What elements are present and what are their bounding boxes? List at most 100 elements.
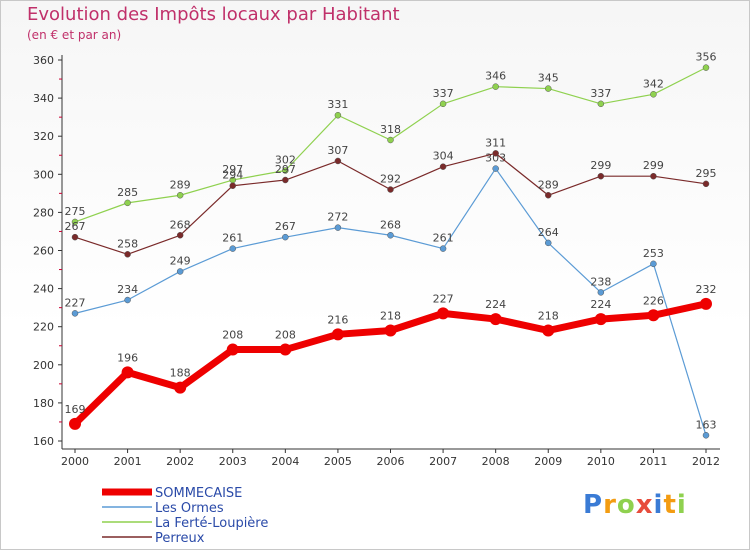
data-label: 238 (590, 275, 611, 288)
data-point (439, 100, 447, 108)
x-tick-label: 2012 (692, 455, 720, 468)
y-tick-label: 180 (33, 397, 54, 410)
data-point (282, 167, 289, 174)
data-label: 268 (380, 218, 401, 231)
logo-letter: i (653, 490, 664, 520)
data-point (492, 83, 499, 90)
data-point (597, 172, 605, 180)
data-point (174, 381, 187, 394)
x-tick-label: 2000 (61, 455, 89, 468)
data-point (279, 343, 292, 356)
data-point (282, 176, 289, 184)
data-point (387, 232, 394, 239)
data-label: 224 (590, 298, 611, 311)
data-point (176, 192, 184, 199)
data-label: 234 (117, 283, 138, 296)
legend-label: Perreux (155, 531, 205, 546)
logo-letter: x (635, 490, 654, 520)
logo-letter: t (663, 490, 677, 520)
data-point (176, 232, 184, 239)
logo-letter: o (616, 490, 636, 520)
data-label: 208 (275, 329, 296, 342)
data-point (124, 199, 131, 207)
x-tick-label: 2011 (639, 455, 667, 468)
x-tick-label: 2007 (429, 455, 457, 468)
data-label: 289 (538, 178, 559, 191)
y-tick-label: 240 (33, 283, 54, 296)
data-point (226, 343, 239, 356)
data-point (334, 111, 342, 119)
x-tick-label: 2005 (324, 455, 352, 468)
data-label: 249 (170, 254, 191, 267)
data-point (71, 310, 79, 317)
data-label: 218 (538, 310, 559, 323)
data-label: 342 (643, 77, 664, 90)
x-tick-label: 2004 (271, 455, 299, 468)
data-point (650, 260, 657, 268)
data-point (542, 324, 555, 337)
data-point (489, 313, 502, 326)
data-label: 337 (433, 87, 454, 100)
legend-label: Les Ormes (155, 501, 224, 516)
data-label: 196 (117, 351, 138, 364)
data-point (331, 328, 344, 341)
data-label: 289 (170, 178, 191, 191)
data-point (492, 150, 499, 157)
data-point (176, 268, 184, 275)
x-tick-label: 2010 (587, 455, 615, 468)
data-label: 299 (590, 159, 611, 172)
series-line (74, 167, 707, 436)
logo-letter: P (583, 490, 604, 520)
data-point (387, 186, 394, 193)
data-point (545, 85, 552, 92)
data-point (545, 239, 552, 247)
x-tick-label: 2002 (166, 455, 194, 468)
data-point (387, 136, 394, 144)
data-label: 227 (65, 296, 86, 309)
y-tick-label: 300 (33, 168, 54, 181)
data-label: 302 (275, 153, 296, 166)
data-label: 188 (170, 367, 191, 380)
data-point (647, 309, 660, 322)
data-point (650, 172, 657, 180)
data-point (384, 324, 397, 337)
data-label: 232 (696, 283, 717, 296)
data-label: 294 (222, 169, 243, 182)
data-label: 337 (590, 87, 611, 100)
data-point (702, 180, 710, 188)
data-label: 268 (170, 218, 191, 231)
data-label: 272 (327, 211, 348, 224)
x-tick-label: 2009 (534, 455, 562, 468)
y-tick-label: 340 (33, 92, 54, 105)
chart-title: Evolution des Impôts locaux par Habitant (27, 4, 400, 25)
y-tick-label: 360 (33, 54, 54, 67)
logo-letter: i (676, 490, 687, 520)
y-tick-label: 160 (33, 435, 54, 448)
data-point (439, 245, 447, 252)
y-tick-label: 320 (33, 130, 54, 143)
data-label: 169 (65, 403, 86, 416)
data-label: 331 (327, 98, 348, 111)
x-tick-label: 2008 (482, 455, 510, 468)
data-label: 226 (643, 294, 664, 307)
data-label: 285 (117, 186, 138, 199)
data-label: 267 (65, 220, 86, 233)
chart-subtitle: (en € et par an) (27, 28, 122, 42)
data-label: 345 (538, 72, 559, 85)
data-label: 346 (485, 70, 506, 83)
data-label: 227 (433, 292, 454, 305)
data-point (594, 313, 607, 326)
data-point (282, 233, 289, 241)
data-label: 218 (380, 310, 401, 323)
y-tick-label: 200 (33, 359, 54, 372)
data-point (492, 165, 499, 172)
data-point (439, 163, 447, 170)
x-tick-label: 2003 (219, 455, 247, 468)
data-point (71, 233, 79, 241)
series-line (74, 67, 707, 223)
data-point (334, 224, 342, 231)
proxiti-logo: Proxiti (583, 490, 687, 520)
data-label: 297 (275, 163, 296, 176)
data-label: 275 (65, 205, 86, 218)
